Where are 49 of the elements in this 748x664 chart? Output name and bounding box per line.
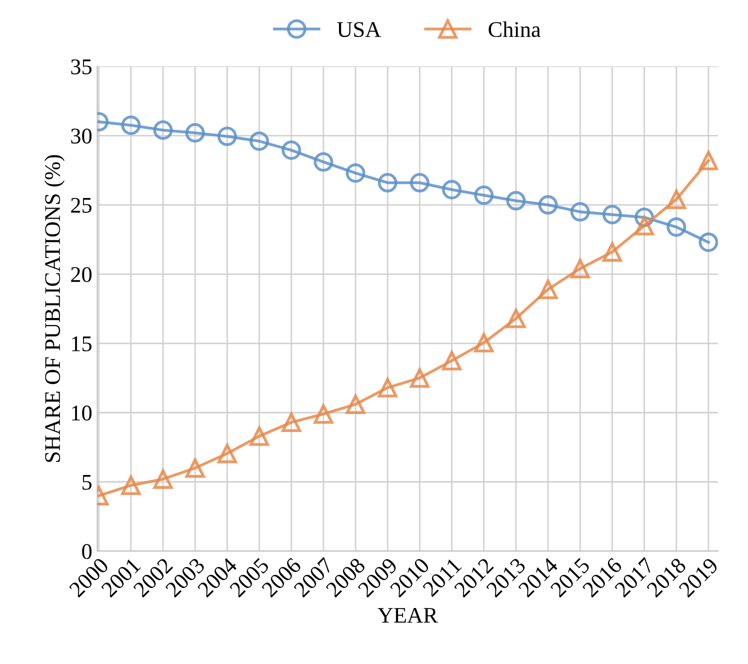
point (346, 394, 366, 414)
point (666, 217, 686, 237)
point (634, 216, 654, 236)
point (153, 120, 173, 140)
point (185, 458, 205, 478)
point (217, 126, 237, 146)
y-tick-label: 10 (72, 406, 92, 421)
y-tick-label: 20 (71, 267, 92, 282)
point (121, 476, 141, 496)
point (153, 469, 173, 489)
point (250, 131, 269, 151)
point (314, 404, 334, 424)
point (474, 185, 494, 205)
point (698, 232, 718, 252)
point (378, 378, 398, 398)
point (378, 173, 398, 192)
point (602, 204, 622, 224)
point (346, 163, 366, 183)
point (410, 368, 430, 388)
point (442, 350, 462, 370)
point (506, 191, 526, 210)
y-tick-label: 0 (82, 544, 92, 560)
y-tick-label: 25 (71, 198, 92, 213)
point (442, 180, 462, 200)
point (282, 140, 302, 160)
x-axis-title: YEAR (378, 608, 438, 623)
point (602, 242, 622, 262)
point (538, 280, 558, 300)
point (410, 173, 430, 192)
point (538, 195, 558, 215)
y-tick-label: 30 (71, 128, 92, 144)
y-axis-title: SHARE OF PUBLICATIONS (%) (44, 155, 65, 462)
point (570, 202, 590, 222)
point (314, 152, 334, 172)
point (666, 190, 686, 210)
y-tick-label: 15 (72, 336, 92, 352)
point (121, 116, 141, 135)
point (185, 123, 205, 143)
point (217, 444, 237, 464)
point (698, 150, 718, 170)
y-tick-label: 35 (71, 59, 92, 74)
legend-label: China (488, 21, 541, 38)
point (506, 308, 526, 328)
point (250, 426, 269, 446)
legend-label: USA (337, 22, 381, 38)
point (570, 258, 590, 278)
point (282, 412, 302, 432)
y-tick-label: 5 (82, 475, 92, 490)
point (474, 332, 494, 352)
